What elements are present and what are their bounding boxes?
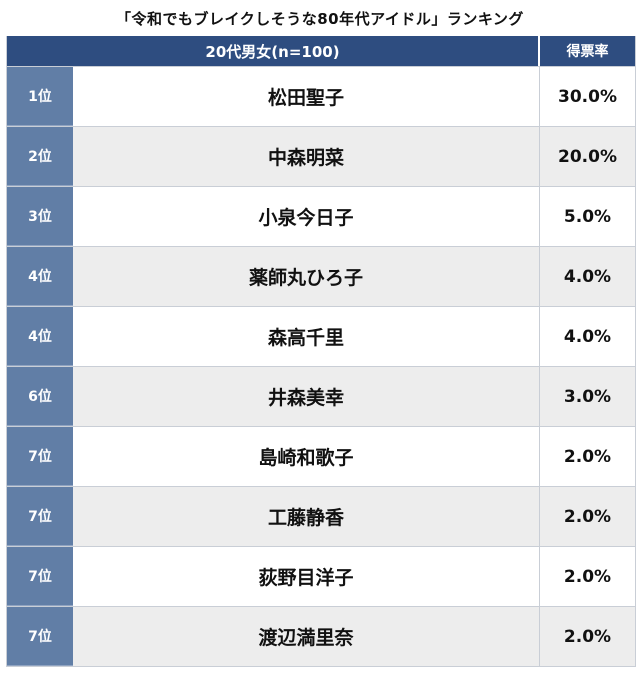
idol-name-cell: 荻野目洋子 [73, 547, 540, 606]
table-row: 7位 荻野目洋子 2.0% [7, 546, 635, 606]
rank-cell: 1位 [7, 67, 73, 126]
table-row: 1位 松田聖子 30.0% [7, 66, 635, 126]
table-row: 3位 小泉今日子 5.0% [7, 186, 635, 246]
idol-name-cell: 松田聖子 [73, 67, 540, 126]
rank-cell: 7位 [7, 487, 73, 546]
idol-name-cell: 工藤静香 [73, 487, 540, 546]
idol-name-cell: 渡辺満里奈 [73, 607, 540, 666]
rank-cell: 7位 [7, 607, 73, 666]
ranking-table: 20代男女(n=100) 得票率 1位 松田聖子 30.0% 2位 中森明菜 20.0% 3… [6, 36, 636, 667]
header-group-label: 20代男女(n=100) [7, 36, 540, 66]
rank-cell: 2位 [7, 127, 73, 186]
vote-rate-cell: 3.0% [540, 367, 635, 426]
vote-rate-cell: 2.0% [540, 427, 635, 486]
idol-name-cell: 薬師丸ひろ子 [73, 247, 540, 306]
idol-name-cell: 井森美幸 [73, 367, 540, 426]
rank-cell: 7位 [7, 547, 73, 606]
vote-rate-cell: 2.0% [540, 547, 635, 606]
vote-rate-cell: 4.0% [540, 247, 635, 306]
rank-cell: 7位 [7, 427, 73, 486]
vote-rate-cell: 2.0% [540, 607, 635, 666]
table-row: 2位 中森明菜 20.0% [7, 126, 635, 186]
rank-cell: 6位 [7, 367, 73, 426]
vote-rate-cell: 20.0% [540, 127, 635, 186]
rank-cell: 3位 [7, 187, 73, 246]
table-row: 4位 薬師丸ひろ子 4.0% [7, 246, 635, 306]
idol-name-cell: 森高千里 [73, 307, 540, 366]
vote-rate-cell: 2.0% [540, 487, 635, 546]
vote-rate-cell: 30.0% [540, 67, 635, 126]
rank-cell: 4位 [7, 247, 73, 306]
rank-cell: 4位 [7, 307, 73, 366]
table-body: 1位 松田聖子 30.0% 2位 中森明菜 20.0% 3位 小泉今日子 5.0% 4位 薬師丸ひろ… [7, 66, 635, 666]
table-row: 7位 工藤静香 2.0% [7, 486, 635, 546]
idol-name-cell: 小泉今日子 [73, 187, 540, 246]
vote-rate-cell: 4.0% [540, 307, 635, 366]
table-row: 4位 森高千里 4.0% [7, 306, 635, 366]
table-row: 7位 島崎和歌子 2.0% [7, 426, 635, 486]
table-row: 7位 渡辺満里奈 2.0% [7, 606, 635, 666]
header-rate-label: 得票率 [566, 44, 609, 60]
table-row: 6位 井森美幸 3.0% [7, 366, 635, 426]
table-header: 20代男女(n=100) 得票率 [7, 36, 635, 66]
idol-name-cell: 島崎和歌子 [73, 427, 540, 486]
vote-rate-cell: 5.0% [540, 187, 635, 246]
idol-name-cell: 中森明菜 [73, 127, 540, 186]
page-title: 「令和でもブレイクしそうな80年代アイドル」ランキング [116, 9, 524, 28]
